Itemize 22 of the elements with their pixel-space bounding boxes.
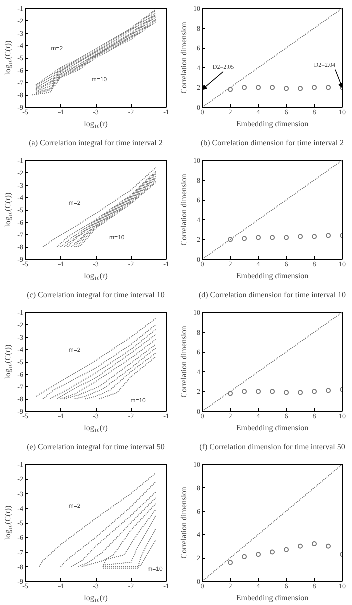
x-axis-title: log₁₀(r)	[84, 120, 108, 128]
text: (e) Correlation integral for time interval 50	[27, 442, 165, 452]
text: (b) Correlation dimension for time interval 2	[200, 138, 344, 148]
text: (c) Correlation integral for time interval 10	[27, 290, 165, 300]
y-axis-title: log₁₀(C(r))	[4, 344, 13, 380]
x-axis-title: Embedding dimension	[236, 272, 309, 280]
x-axis-title: log₁₀(r)	[84, 424, 108, 432]
x-axis-title: Embedding dimension	[236, 120, 309, 128]
x-axis-title: log₁₀(r)	[84, 594, 108, 602]
y-axis-title: log₁₀(C(r))	[4, 40, 13, 76]
x-axis-title: log₁₀(r)	[84, 272, 108, 280]
text: (f) Correlation dimension for time interval 50	[200, 442, 346, 452]
x-axis-title: Embedding dimension	[236, 424, 309, 432]
y-axis-title: Correlation dimension	[180, 326, 188, 398]
y-axis-title: log₁₀(C(r))	[4, 505, 13, 540]
y-axis-title: log₁₀(C(r))	[4, 192, 13, 228]
y-axis-title: Correlation dimension	[180, 22, 188, 94]
x-axis-title: Embedding dimension	[236, 594, 309, 602]
text: (a) Correlation integral for time interval 2	[29, 138, 163, 148]
text: (d) Correlation dimension for time interval 10	[198, 290, 346, 300]
y-axis-title: Correlation dimension	[180, 174, 188, 246]
y-axis-title: Correlation dimension	[180, 487, 188, 559]
